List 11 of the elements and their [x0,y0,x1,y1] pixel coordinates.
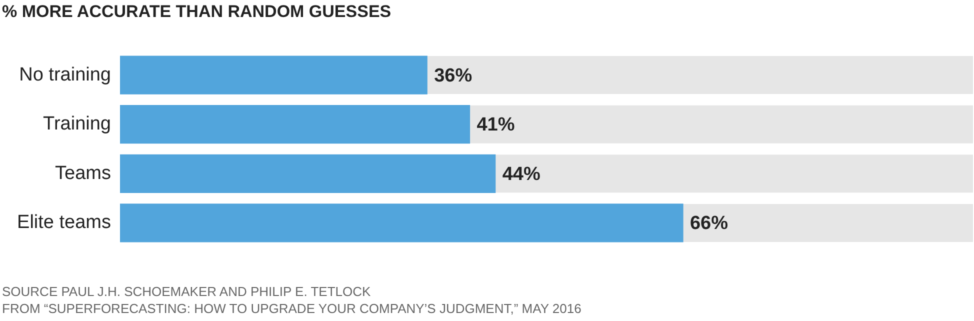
y-tick-label: Training [43,114,111,135]
y-tick-label: Elite teams [17,212,111,234]
data-label: 66% [690,213,728,234]
data-label: 44% [502,164,540,185]
y-tick-label: No training [19,64,111,86]
data-label: 41% [476,114,515,136]
text: FROM “SUPERFORECASTING: HOW TO UPGRADE YOUR COMPANY’S JUDGMENT,” MAY 2016 [2,300,582,317]
y-tick-label: Teams [55,162,111,184]
data-label: 36% [434,65,472,86]
source-note: SOURCE PAUL J.H. SCHOEMAKER AND PHILIP E. TETLOCK [2,283,372,300]
chart-title: % MORE ACCURATE THAN RANDOM GUESSES [2,2,392,22]
